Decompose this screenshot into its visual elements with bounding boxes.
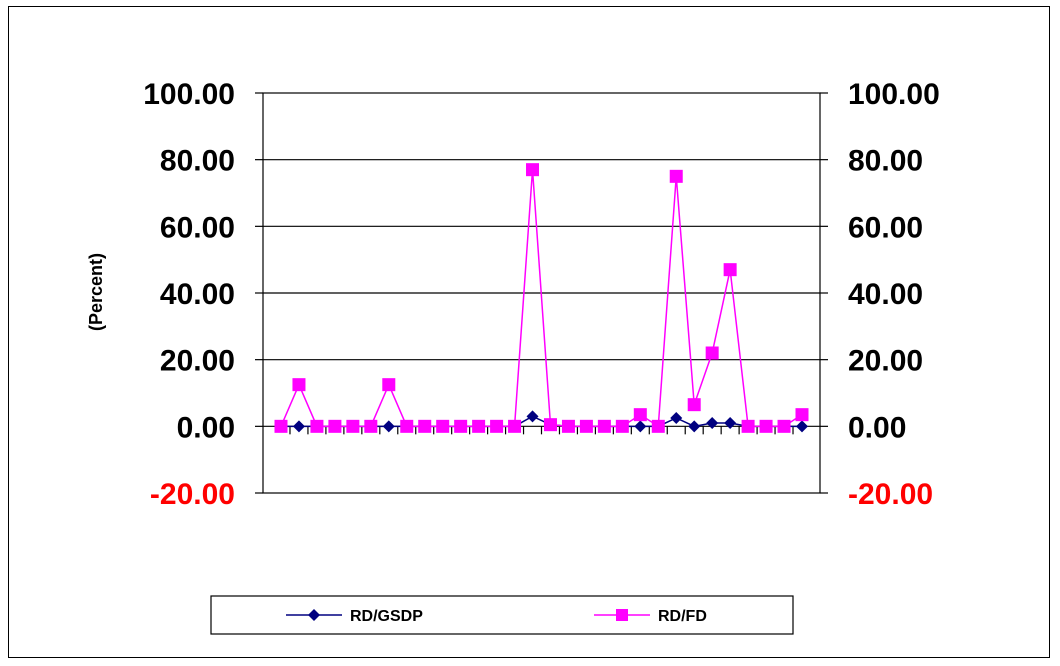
data-point-diamond bbox=[634, 420, 647, 433]
data-point-square bbox=[543, 418, 557, 432]
legend-label: RD/FD bbox=[658, 608, 707, 625]
data-point-square bbox=[795, 408, 809, 422]
data-point-square bbox=[579, 419, 593, 433]
data-point-square bbox=[741, 419, 755, 433]
data-point-square bbox=[633, 408, 647, 422]
data-point-square bbox=[777, 419, 791, 433]
data-point-diamond bbox=[724, 417, 737, 429]
data-point-square bbox=[597, 419, 611, 433]
data-point-square bbox=[310, 419, 324, 433]
y-tick-label-left: -20.00 bbox=[150, 478, 235, 511]
y-axis-label: (Percent) bbox=[86, 253, 106, 331]
chart-frame bbox=[8, 6, 1050, 658]
legend-marker-diamond bbox=[308, 609, 320, 621]
y-tick-label-right: -20.00 bbox=[848, 478, 933, 511]
data-point-square bbox=[526, 163, 540, 177]
y-tick-label-left: 60.00 bbox=[160, 211, 235, 244]
y-tick-label-right: 20.00 bbox=[848, 345, 923, 378]
data-point-square bbox=[364, 419, 378, 433]
y-tick-label-left: 100.00 bbox=[143, 78, 235, 111]
legend-marker-square bbox=[616, 609, 628, 621]
data-point-square bbox=[615, 419, 629, 433]
data-point-square bbox=[346, 419, 360, 433]
legend: RD/GSDP RD/FD bbox=[210, 595, 794, 635]
y-tick-label-right: 0.00 bbox=[848, 411, 906, 444]
y-tick-label-left: 80.00 bbox=[160, 145, 235, 178]
y-tick-label-left: 40.00 bbox=[160, 278, 235, 311]
data-point-square bbox=[418, 419, 432, 433]
data-point-square bbox=[436, 419, 450, 433]
data-point-diamond bbox=[688, 420, 701, 433]
y-tick-label-left: 20.00 bbox=[160, 345, 235, 378]
y-tick-label-right: 100.00 bbox=[848, 78, 940, 111]
data-point-square bbox=[292, 378, 306, 392]
data-point-square bbox=[274, 419, 288, 433]
data-point-square bbox=[454, 419, 468, 433]
data-point-diamond bbox=[292, 420, 305, 433]
data-point-diamond bbox=[796, 420, 808, 433]
legend-label: RD/GSDP bbox=[350, 608, 423, 625]
series-line bbox=[280, 169, 803, 428]
data-point-square bbox=[382, 378, 396, 392]
data-point-square bbox=[759, 419, 773, 433]
data-point-square bbox=[561, 419, 575, 433]
data-point-square bbox=[669, 169, 683, 183]
data-point-diamond bbox=[382, 420, 395, 433]
data-point-diamond bbox=[526, 410, 539, 423]
data-point-square bbox=[687, 398, 701, 412]
data-point-square bbox=[472, 419, 486, 433]
axes: 100.00 100.00 80.00 80.00 60.00 60.00 40.00 40.… bbox=[143, 78, 940, 511]
series bbox=[274, 163, 809, 433]
y-tick-label-right: 80.00 bbox=[848, 145, 923, 178]
data-point-square bbox=[328, 419, 342, 433]
y-tick-label-left: 0.00 bbox=[177, 411, 235, 444]
y-tick-label-right: 60.00 bbox=[848, 211, 923, 244]
data-point-square bbox=[651, 419, 665, 433]
data-point-diamond bbox=[706, 417, 719, 429]
data-point-square bbox=[508, 419, 522, 433]
y-tick-label-right: 40.00 bbox=[848, 278, 923, 311]
data-point-square bbox=[400, 419, 414, 433]
data-point-square bbox=[723, 263, 737, 277]
data-point-diamond bbox=[670, 412, 683, 424]
data-point-square bbox=[490, 419, 504, 433]
data-point-square bbox=[705, 346, 719, 360]
